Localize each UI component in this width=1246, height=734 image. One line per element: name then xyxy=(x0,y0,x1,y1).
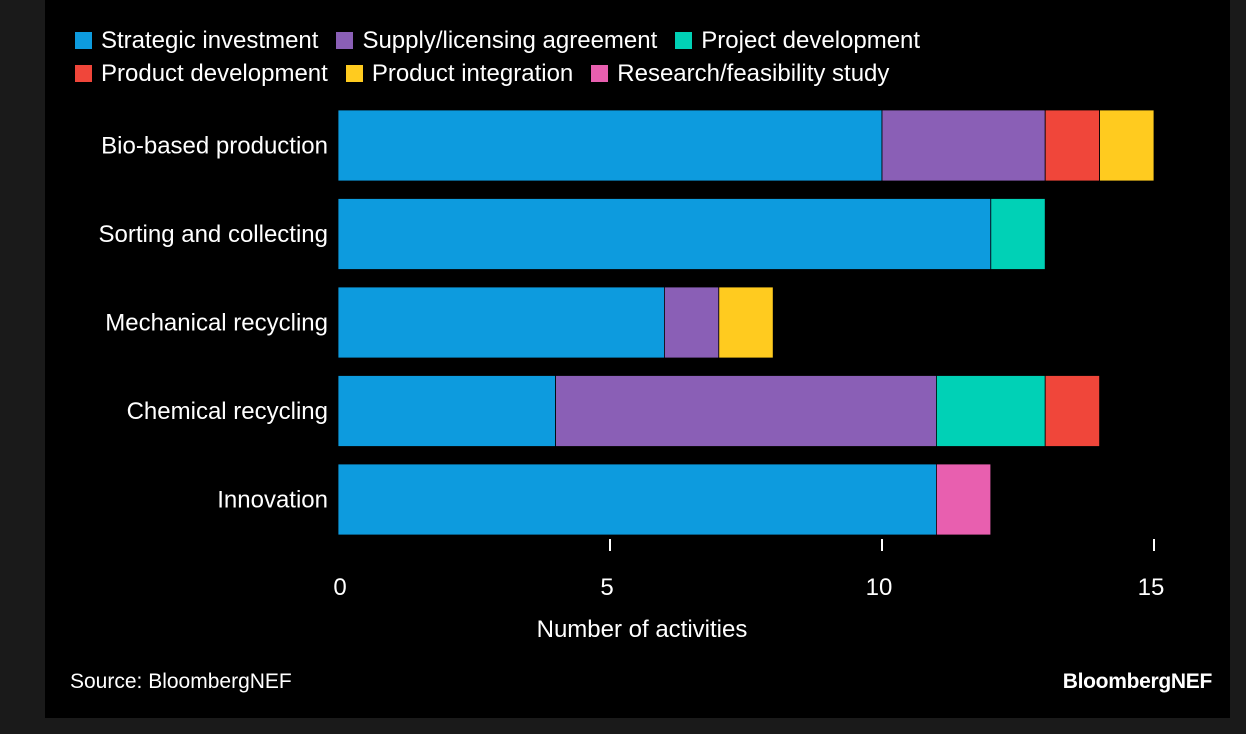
bar-segment xyxy=(718,286,774,359)
bar-segment xyxy=(990,198,1046,270)
bar-segment xyxy=(555,375,937,447)
legend-label: Product development xyxy=(101,60,328,87)
legend-item: Product development xyxy=(75,57,328,90)
chart-legend: Strategic investment Supply/licensing agr… xyxy=(75,24,1215,90)
legend-label: Product integration xyxy=(371,60,574,87)
bar-segment xyxy=(337,463,937,536)
category-label: Mechanical recycling xyxy=(105,310,328,337)
bar-segment xyxy=(337,198,992,270)
legend-item: Product integration xyxy=(345,57,574,90)
brand-logo: BloombergNEF xyxy=(1062,670,1213,693)
category-label: Innovation xyxy=(217,487,328,514)
x-axis-label: Number of activities xyxy=(537,616,748,643)
bar-segment xyxy=(337,375,557,447)
x-tick-label: 10 xyxy=(866,574,893,601)
legend-swatch xyxy=(675,32,693,49)
legend-label: Strategic investment xyxy=(101,27,319,54)
legend-item: Strategic investment xyxy=(75,24,318,57)
category-label: Sorting and collecting xyxy=(99,221,328,248)
chart-panel: Strategic investment Supply/licensing agr… xyxy=(45,0,1230,718)
legend-item: Research/feasibility study xyxy=(591,57,889,90)
legend-swatch xyxy=(75,32,92,49)
legend-label: Research/feasibility study xyxy=(617,60,890,87)
legend-swatch xyxy=(75,65,92,82)
bar-segment xyxy=(1044,109,1101,182)
legend-swatch xyxy=(336,32,354,49)
legend-swatch xyxy=(591,65,609,82)
category-label: Chemical recycling xyxy=(127,398,328,425)
x-tick-label: 5 xyxy=(600,574,613,601)
legend-swatch xyxy=(345,65,363,82)
bar-segment xyxy=(1099,109,1155,182)
legend-row: Product development Product integration Re… xyxy=(75,57,1215,90)
legend-row: Strategic investment Supply/licensing agr… xyxy=(75,24,1215,57)
bar-segment xyxy=(881,109,1046,182)
legend-item: Project development xyxy=(675,24,920,57)
bar-segment xyxy=(1044,375,1101,447)
source-note: Source: BloombergNEF xyxy=(70,670,292,693)
bar-segment xyxy=(936,375,1046,447)
bar-segment xyxy=(337,109,883,182)
bar-segment xyxy=(664,286,720,359)
legend-label: Supply/licensing agreement xyxy=(362,27,658,54)
bar-segment xyxy=(936,463,992,536)
x-tick-label: 0 xyxy=(333,574,346,601)
x-tick-label: 15 xyxy=(1138,574,1165,601)
category-label: Bio-based production xyxy=(101,133,328,160)
chart-plot: Bio-based production Sorting and collecti… xyxy=(99,109,1165,643)
legend-label: Project development xyxy=(701,27,921,54)
legend-item: Supply/licensing agreement xyxy=(336,24,657,57)
bar-segment xyxy=(337,286,665,359)
